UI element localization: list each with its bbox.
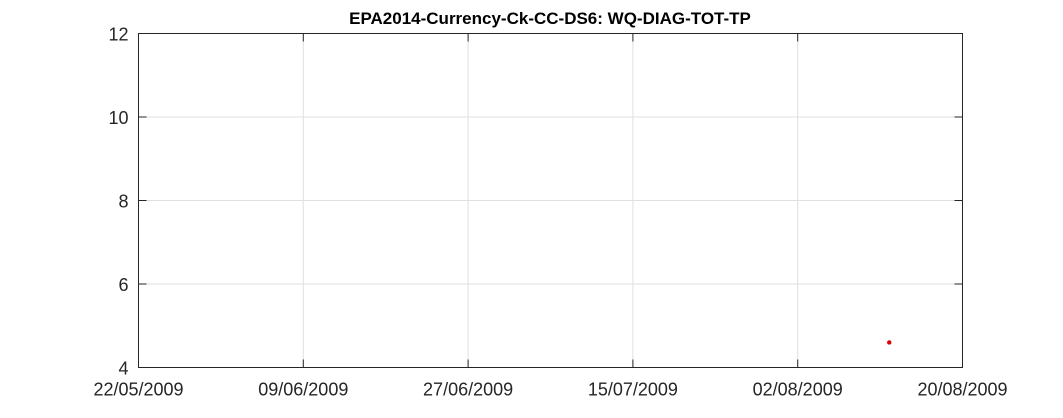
x-tick-label: 20/08/2009 (917, 380, 1007, 400)
chart-title: EPA2014-Currency-Ck-CC-DS6: WQ-DIAG-TOT-… (349, 9, 751, 28)
axis-tick-labels: 22/05/2009 09/06/2009 27/06/2009 15/07/2009… (93, 25, 1007, 400)
y-tick-label: 8 (118, 192, 128, 212)
data-point (887, 340, 892, 345)
data-points (887, 340, 892, 345)
grid-lines (138, 33, 963, 368)
axis-ticks (138, 33, 963, 368)
x-tick-label: 22/05/2009 (93, 380, 183, 400)
y-tick-label: 12 (108, 25, 128, 45)
x-tick-label: 02/08/2009 (753, 380, 843, 400)
x-tick-label: 15/07/2009 (588, 380, 678, 400)
y-tick-label: 6 (118, 275, 128, 295)
y-tick-label: 4 (118, 359, 128, 379)
y-tick-label: 10 (108, 108, 128, 128)
x-tick-label: 27/06/2009 (423, 380, 513, 400)
x-tick-label: 09/06/2009 (258, 380, 348, 400)
